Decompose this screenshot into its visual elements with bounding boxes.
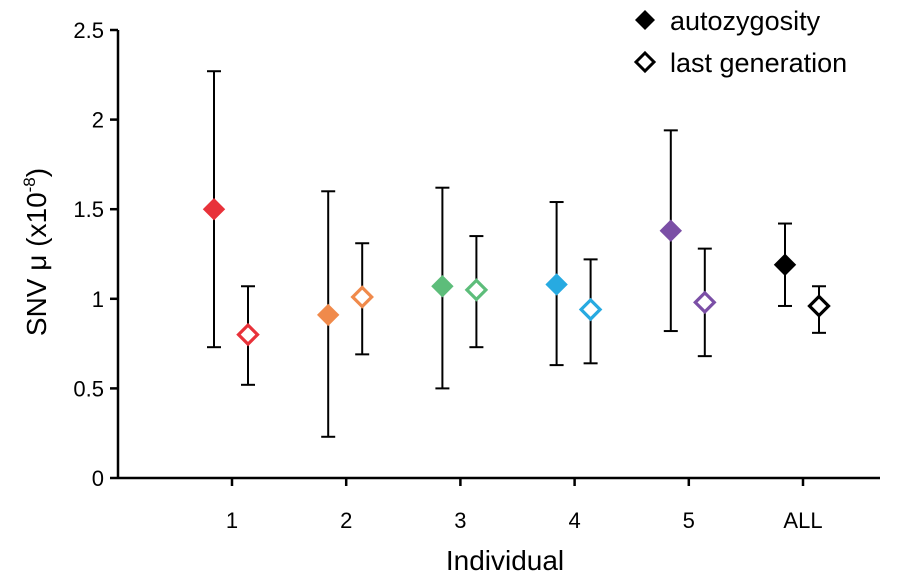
y-tick-label: 0 — [92, 466, 104, 491]
x-tick-label: 1 — [226, 508, 238, 533]
data-point-open-diamond — [464, 278, 489, 302]
legend-label-last-generation: last generation — [670, 48, 847, 78]
data-point-open-diamond — [693, 290, 717, 315]
axes — [116, 30, 880, 480]
legend-open-diamond-icon — [633, 50, 657, 74]
data-point-open-diamond — [807, 294, 831, 318]
y-ticks: 0 0.5 1 1.5 2 2.5 — [73, 18, 118, 491]
legend: autozygosity last generation — [633, 6, 847, 78]
data-point-open-diamond — [236, 322, 260, 347]
y-tick-label: 2.5 — [73, 18, 104, 43]
data-point-open-diamond — [350, 285, 374, 309]
y-tick-label: 1 — [92, 287, 104, 312]
y-tick-label: 2 — [92, 108, 104, 133]
data-point-filled-diamond — [202, 197, 226, 221]
y-axis-title-superscript: -8 — [20, 177, 39, 192]
y-axis-title-suffix: ) — [21, 168, 52, 177]
markers — [202, 197, 831, 347]
legend-filled-diamond-icon — [635, 10, 655, 30]
y-axis-title-main: SNV μ (x10 — [21, 192, 52, 336]
data-point-filled-diamond — [545, 273, 568, 296]
x-tick-label: 2 — [340, 508, 352, 533]
x-tick-label: 3 — [454, 508, 466, 533]
data-point-filled-diamond — [431, 275, 454, 298]
data-point-filled-diamond — [659, 219, 683, 242]
x-ticks: 1 2 3 4 5 ALL — [226, 478, 823, 533]
data-point-filled-diamond — [316, 303, 340, 327]
x-tick-label: 4 — [568, 508, 580, 533]
error-bars — [207, 70, 826, 438]
y-tick-label: 1.5 — [73, 197, 104, 222]
y-axis-title: SNV μ (x10-8) — [20, 168, 52, 336]
legend-label-autozygosity: autozygosity — [670, 6, 821, 36]
x-tick-label: ALL — [783, 508, 822, 533]
y-tick-label: 0.5 — [73, 376, 104, 401]
data-point-filled-diamond — [773, 253, 797, 276]
x-axis-title: Individual — [446, 545, 564, 576]
data-point-open-diamond — [578, 297, 603, 322]
x-tick-label: 5 — [683, 508, 695, 533]
